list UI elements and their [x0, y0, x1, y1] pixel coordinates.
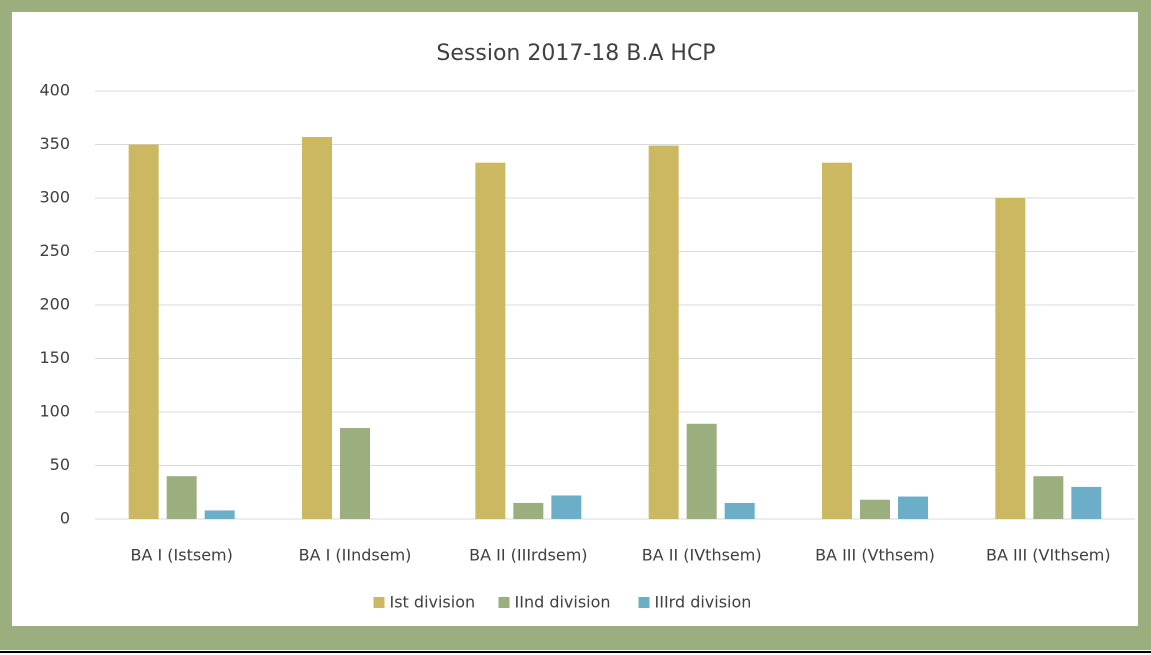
chart-area — [12, 12, 1138, 626]
x-tick-label: BA I (Istsem) — [130, 546, 232, 565]
bar — [166, 476, 197, 519]
y-tick-label: 0 — [60, 509, 70, 528]
y-tick-label: 300 — [39, 188, 70, 207]
bar — [860, 499, 890, 519]
legend-label: IIIrd division — [655, 593, 752, 612]
bar — [686, 423, 717, 519]
legend-label: Ist division — [390, 593, 476, 612]
legend-label: IInd division — [515, 593, 611, 612]
bar — [551, 495, 582, 519]
bar — [648, 145, 679, 519]
y-tick-label: 150 — [39, 348, 70, 367]
bar — [204, 510, 235, 519]
bar — [1033, 476, 1064, 519]
bar — [898, 496, 928, 519]
legend-swatch — [498, 597, 510, 608]
x-tick-label: BA I (IIndsem) — [299, 546, 412, 565]
bar — [302, 137, 332, 519]
x-tick-label: BA II (IIIrdsem) — [469, 546, 587, 565]
bar — [822, 162, 852, 519]
y-tick-label: 250 — [39, 241, 70, 260]
legend-swatch — [373, 597, 385, 608]
y-tick-label: 200 — [39, 295, 70, 314]
bar — [513, 502, 544, 519]
y-tick-label: 50 — [50, 455, 70, 474]
y-tick-label: 100 — [39, 402, 70, 421]
bar — [475, 162, 506, 519]
bar — [724, 502, 755, 519]
bar — [340, 428, 370, 519]
y-tick-label: 400 — [39, 81, 70, 100]
legend-swatch — [638, 597, 650, 608]
y-tick-label: 350 — [39, 134, 70, 153]
chart-title: Session 2017-18 B.A HCP — [436, 41, 715, 66]
bar — [1071, 486, 1102, 519]
bar — [128, 144, 159, 519]
x-tick-label: BA III (Vthsem) — [815, 546, 935, 565]
bar — [995, 198, 1026, 519]
x-tick-label: BA II (IVthsem) — [642, 546, 762, 565]
x-tick-label: BA III (VIthsem) — [986, 546, 1111, 565]
